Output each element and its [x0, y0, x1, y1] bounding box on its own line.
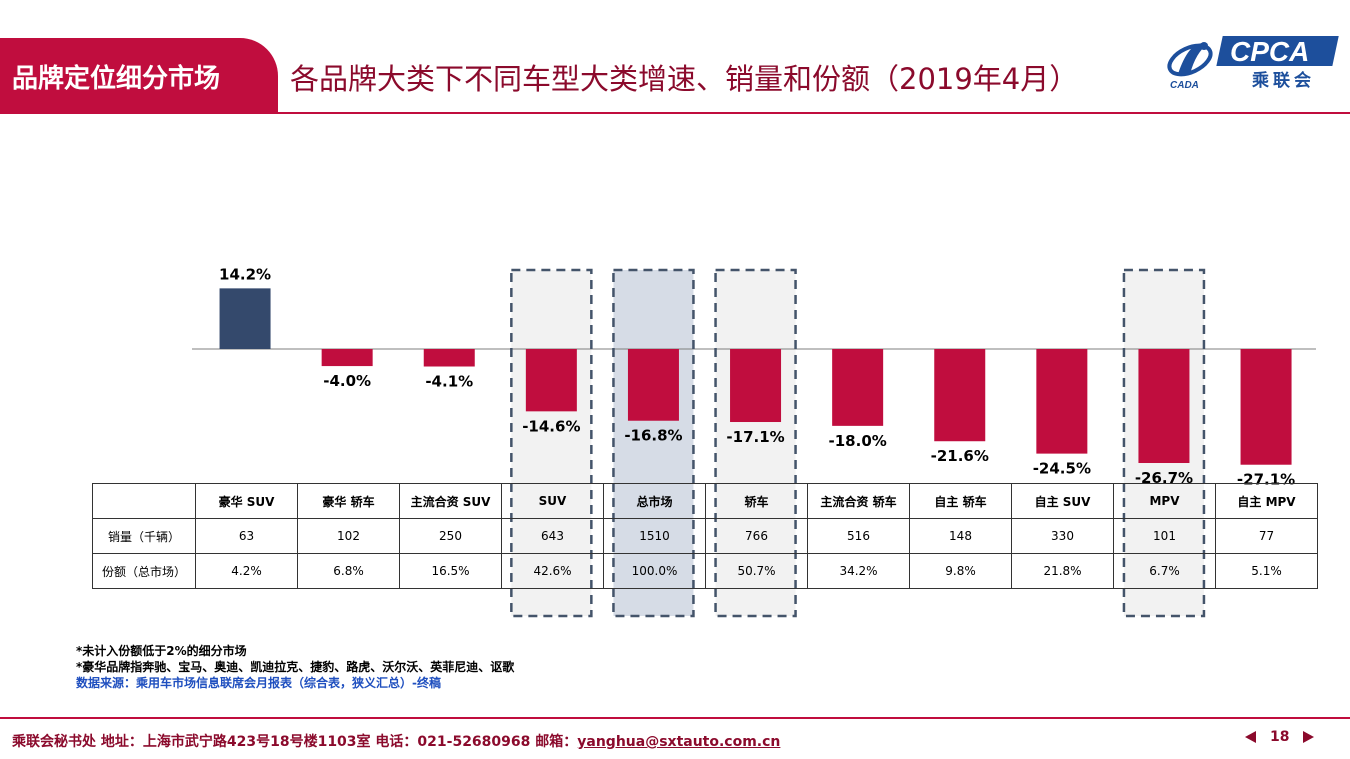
- table-cell: 63: [195, 518, 298, 554]
- footer-email-link[interactable]: yanghua@sxtauto.com.cn: [577, 734, 781, 750]
- table-header-cell: 自主 SUV: [1011, 483, 1114, 519]
- table-cell: 50.7%: [705, 553, 808, 589]
- table-cell: 100.0%: [603, 553, 706, 589]
- table-cell: 1510: [603, 518, 706, 554]
- table-row-sales: 销量（千辆） 63 102 250 643 1510 766 516 148 330 101 77: [92, 518, 1318, 554]
- page-number: 18: [1270, 729, 1290, 745]
- section-tab: 品牌定位细分市场: [0, 38, 278, 114]
- footer-contact: 乘联会秘书处 地址：上海市武宁路423号18号楼1103室 电话：021-526…: [12, 731, 780, 751]
- bar-value-label: -4.1%: [425, 373, 473, 391]
- table-cell: 77: [1215, 518, 1318, 554]
- data-source: 数据来源：乘用车市场信息联席会月报表（综合表，狭义汇总）-终稿: [76, 676, 441, 690]
- cpca-logo: CADA CPCA 乘联会: [1167, 36, 1339, 91]
- next-page-icon[interactable]: [1303, 731, 1315, 743]
- header-divider: [0, 112, 1350, 114]
- table-cell: 9.8%: [909, 553, 1012, 589]
- data-table: 豪华 SUV 豪华 轿车 主流合资 SUV SUV 总市场 轿车 主流合资 轿车 自主 轿车自…: [92, 483, 1318, 589]
- logo-sub: 乘联会: [1251, 70, 1315, 91]
- bar: [934, 349, 986, 442]
- logo-text: CPCA: [1230, 36, 1309, 67]
- bar: [321, 349, 373, 367]
- cada-emblem-icon: [1167, 42, 1213, 77]
- table-header-cell: 主流合资 SUV: [399, 483, 502, 519]
- table-cell: 42.6%: [501, 553, 604, 589]
- table-header-cell: SUV: [501, 483, 604, 519]
- bar: [832, 349, 884, 426]
- footer-text: 乘联会秘书处 地址：上海市武宁路423号18号楼1103室 电话：021-526…: [12, 734, 578, 750]
- notes: *未计入份额低于2%的细分市场 *豪华品牌指奔驰、宝马、奥迪、凯迪拉克、捷豹、路…: [76, 643, 514, 691]
- table-header-cell: 自主 轿车: [909, 483, 1012, 519]
- table-header-cell: 轿车: [705, 483, 808, 519]
- table-cell: 148: [909, 518, 1012, 554]
- table-header-cell: 豪华 SUV: [195, 483, 298, 519]
- bar-value-label: -4.0%: [323, 372, 371, 390]
- logo-small-text: CADA: [1170, 80, 1199, 91]
- prev-page-icon[interactable]: [1245, 731, 1256, 743]
- table-cell: 21.8%: [1011, 553, 1114, 589]
- table-header-cell: 总市场: [603, 483, 706, 519]
- bar-value-label: 14.2%: [219, 265, 271, 283]
- table-row-share: 份额（总市场） 4.2% 6.8% 16.5% 42.6% 100.0% 50.7% 34.…: [92, 553, 1318, 589]
- note-line-2: *豪华品牌指奔驰、宝马、奥迪、凯迪拉克、捷豹、路虎、沃尔沃、英菲尼迪、讴歌: [76, 660, 515, 674]
- table-cell: 330: [1011, 518, 1114, 554]
- bar: [730, 349, 782, 423]
- bar-value-label: -14.6%: [522, 417, 580, 435]
- table-header-row: 豪华 SUV 豪华 轿车 主流合资 SUV SUV 总市场 轿车 主流合资 轿车 自主 轿车自…: [92, 483, 1318, 519]
- footer-divider: [0, 717, 1350, 719]
- table-cell: 6.8%: [297, 553, 400, 589]
- table-header-cell: 自主 MPV: [1215, 483, 1318, 519]
- bar: [219, 288, 271, 349]
- table-cell: 643: [501, 518, 604, 554]
- table-header-cell: 主流合资 轿车: [807, 483, 910, 519]
- bar-value-label: -24.5%: [1033, 460, 1091, 478]
- bar-value-label: -18.0%: [829, 432, 887, 450]
- bar: [423, 349, 475, 367]
- table-cell: 102: [297, 518, 400, 554]
- table-header-cell: MPV: [1113, 483, 1216, 519]
- table-cell: 5.1%: [1215, 553, 1318, 589]
- table-cell: 766: [705, 518, 808, 554]
- row-label: 销量（千辆）: [92, 518, 196, 554]
- bar: [1240, 349, 1292, 465]
- bar-value-label: -21.6%: [931, 447, 989, 465]
- table-cell: 16.5%: [399, 553, 502, 589]
- table-cell: 34.2%: [807, 553, 910, 589]
- bar: [1036, 349, 1088, 454]
- bar-value-label: -17.1%: [726, 428, 784, 446]
- table-cell: 4.2%: [195, 553, 298, 589]
- bar: [627, 349, 679, 421]
- section-title: 品牌定位细分市场: [12, 63, 221, 94]
- table-cell: 250: [399, 518, 502, 554]
- table-cell: 6.7%: [1113, 553, 1216, 589]
- row-label: 份额（总市场）: [92, 553, 196, 589]
- table-corner-cell: [92, 483, 196, 519]
- pager: 18: [1245, 729, 1315, 745]
- bar: [525, 349, 577, 412]
- table-cell: 516: [807, 518, 910, 554]
- table-header-cell: 豪华 轿车: [297, 483, 400, 519]
- bar-value-label: -16.8%: [624, 427, 682, 445]
- note-line-1: *未计入份额低于2%的细分市场: [76, 644, 247, 658]
- page-title: 各品牌大类下不同车型大类增速、销量和份额（2019年4月）: [290, 62, 1079, 96]
- table-cell: 101: [1113, 518, 1216, 554]
- bar: [1138, 349, 1190, 464]
